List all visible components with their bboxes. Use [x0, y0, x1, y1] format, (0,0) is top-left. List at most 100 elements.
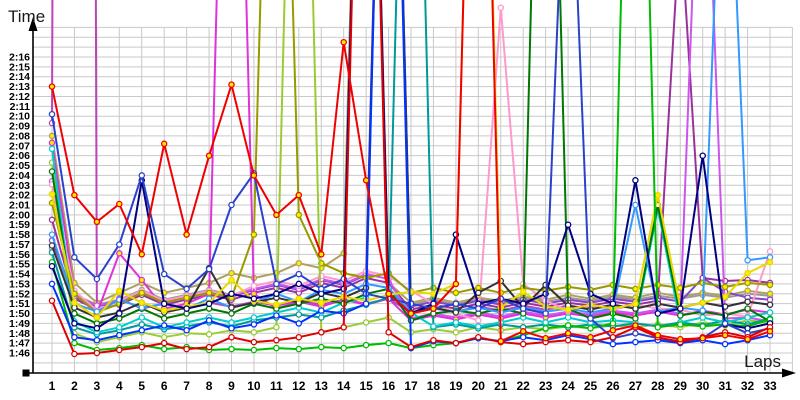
data-point: [766, 258, 774, 266]
y-tick-label: 1:56: [9, 249, 30, 261]
data-point: [71, 320, 78, 327]
y-tick-label: 1:55: [9, 259, 30, 271]
data-point: [609, 300, 617, 307]
data-point: [228, 319, 235, 326]
data-point: [318, 307, 325, 314]
data-point: [362, 177, 370, 184]
x-tick-label: 23: [539, 379, 553, 393]
data-point: [744, 287, 751, 295]
data-point: [250, 282, 258, 290]
data-point: [519, 328, 527, 335]
data-point: [116, 324, 123, 331]
data-point: [138, 289, 146, 297]
data-point: [93, 218, 101, 226]
series-line-teal: [51, 0, 771, 336]
data-point: [295, 320, 303, 327]
data-point: [138, 327, 146, 334]
data-point: [564, 330, 572, 337]
data-point: [48, 242, 56, 249]
data-point: [205, 343, 213, 351]
data-point: [609, 320, 617, 327]
data-point: [138, 314, 146, 321]
y-tick-label: 1:51: [9, 298, 30, 310]
data-point: [205, 300, 213, 307]
data-point: [475, 305, 482, 312]
data-point: [48, 139, 56, 147]
data-point: [407, 343, 415, 351]
data-point: [205, 317, 213, 324]
data-point: [160, 140, 168, 148]
data-point: [564, 314, 572, 321]
x-tick-label: 3: [94, 379, 101, 393]
y-tick-label: 2:01: [9, 199, 30, 211]
data-point: [721, 293, 729, 301]
data-point: [295, 191, 303, 199]
data-point: [587, 325, 594, 332]
data-point: [564, 306, 572, 313]
data-point: [116, 331, 123, 339]
data-point: [632, 300, 639, 307]
data-point: [228, 81, 235, 88]
data-point: [654, 324, 662, 331]
data-point: [71, 191, 78, 199]
data-point: [542, 334, 549, 342]
data-point: [677, 335, 684, 343]
data-point: [93, 275, 101, 283]
x-tick-label: 16: [382, 379, 396, 393]
data-point: [609, 340, 617, 348]
data-point: [721, 283, 729, 291]
x-tick-label: 2: [71, 379, 78, 393]
data-point: [273, 312, 280, 319]
data-point: [295, 280, 303, 288]
data-point: [632, 201, 639, 209]
data-point: [721, 320, 729, 327]
x-axis-arrow-icon: [782, 368, 796, 378]
data-point: [699, 314, 706, 321]
y-tick-label: 1:46: [9, 348, 30, 360]
y-tick-label: 1:53: [9, 278, 30, 290]
y-tick-label: 1:57: [9, 239, 30, 251]
y-axis-title: Time: [8, 7, 45, 26]
data-point: [273, 301, 280, 308]
data-point: [699, 152, 706, 159]
data-point: [48, 145, 56, 153]
data-point: [160, 270, 168, 278]
data-point: [250, 314, 258, 321]
data-point: [228, 345, 235, 353]
y-tick-label: 1:47: [9, 338, 30, 350]
data-point: [160, 333, 168, 341]
data-point: [632, 177, 639, 184]
data-point: [744, 269, 751, 277]
x-tick-label: 8: [206, 379, 213, 393]
data-point: [273, 290, 280, 298]
data-point: [295, 259, 303, 267]
data-point: [228, 201, 235, 209]
x-tick-label: 26: [606, 379, 620, 393]
x-tick-label: 6: [161, 379, 168, 393]
data-point: [430, 336, 437, 344]
data-point: [699, 299, 706, 306]
x-tick-label: 32: [741, 379, 755, 393]
data-point: [250, 346, 258, 354]
data-point: [475, 333, 482, 341]
data-point: [48, 262, 56, 270]
data-point: [362, 319, 370, 326]
x-tick-label: 18: [427, 379, 441, 393]
data-point: [160, 300, 168, 307]
data-point: [116, 346, 123, 354]
data-point: [497, 4, 505, 11]
data-point: [721, 340, 729, 348]
data-point: [654, 310, 662, 317]
series-lines: [48, 0, 774, 358]
y-tick-label: 2:11: [10, 101, 31, 113]
y-tick-label: 2:05: [9, 160, 30, 172]
y-tick-label: 1:59: [9, 219, 30, 231]
x-tick-label: 28: [651, 379, 665, 393]
data-point: [138, 172, 146, 179]
y-axis-arrow-icon: [28, 17, 38, 31]
data-point: [744, 314, 751, 321]
data-point: [587, 315, 594, 322]
y-tick-label: 1:58: [9, 229, 30, 241]
data-point: [430, 305, 437, 312]
